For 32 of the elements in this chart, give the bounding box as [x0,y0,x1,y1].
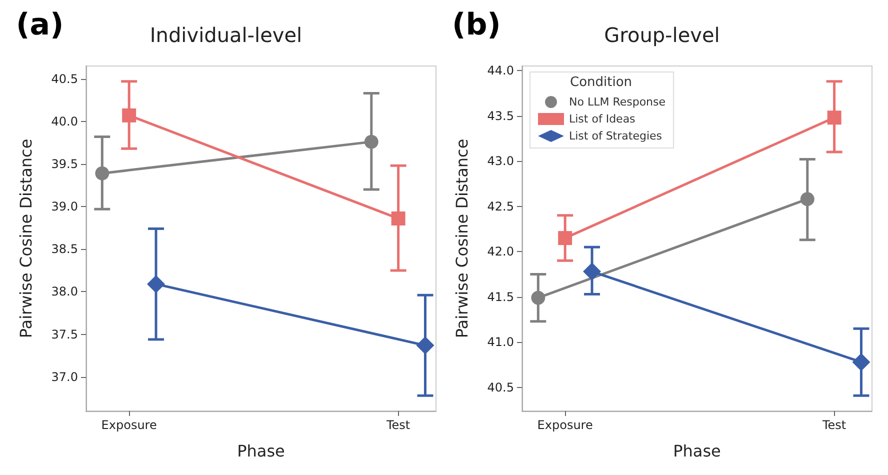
chart-title: Group-level [604,23,720,47]
y-tick-label: 38.0 [51,284,78,299]
y-tick-label: 42.5 [487,199,514,214]
legend-label: List of Ideas [569,112,636,126]
x-tick-label: Test [385,418,410,432]
y-tick-label: 37.5 [51,327,78,342]
text: (a) [16,8,64,42]
y-tick-label: 43.5 [487,108,514,123]
legend-title: Condition [570,75,632,90]
y-tick-label: 41.5 [487,290,514,304]
legend-label: List of Strategies [569,130,662,142]
chart-title: Individual-level [150,23,302,47]
text: (b) [452,8,501,42]
y-tick-label: 37.0 [51,370,78,384]
y-tick-label: 41.0 [487,335,514,350]
y-axis-title: Pairwise Cosine Distance [16,138,36,338]
x-axis-title: Phase [237,442,285,460]
y-tick-label: 39.0 [51,200,78,214]
x-tick-label: Exposure [537,418,593,432]
y-tick-label: 42.0 [487,244,514,259]
y-tick-label: 40.5 [487,380,514,394]
y-tick-label: 44.0 [487,64,514,78]
y-axis-title: Pairwise Cosine Distance [452,138,472,338]
y-tick-label: 40.0 [51,114,78,128]
legend-label: No LLM Response [569,96,666,108]
y-tick-label: 38.5 [51,242,78,256]
y-tick-label: 39.5 [51,156,78,171]
x-tick-label: Exposure [101,418,157,432]
y-tick-label: 43.0 [487,154,514,168]
y-tick-label: 40.5 [51,72,78,86]
x-tick-label: Test [821,418,846,432]
x-axis-title: Phase [673,442,721,460]
